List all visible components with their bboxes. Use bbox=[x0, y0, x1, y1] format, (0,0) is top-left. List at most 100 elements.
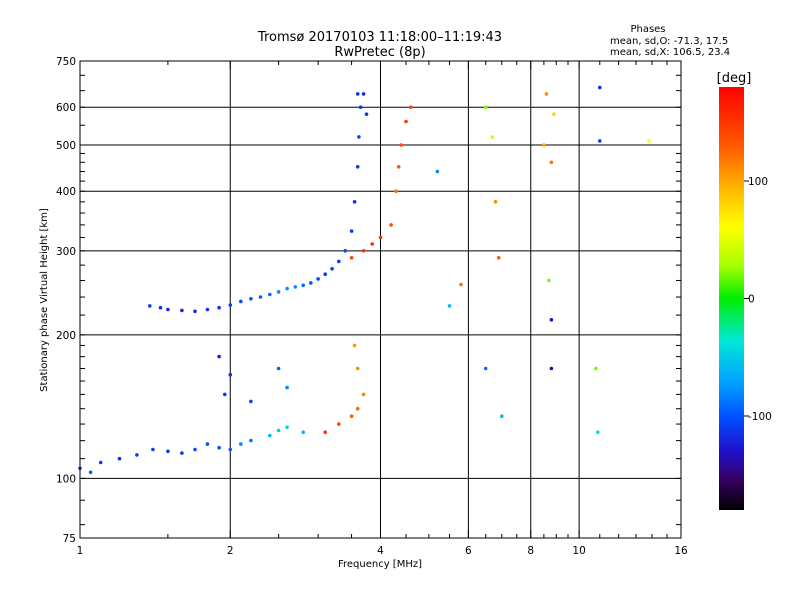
data-point bbox=[193, 447, 197, 452]
y-tick-label: 600 bbox=[56, 102, 76, 114]
data-point bbox=[268, 433, 272, 438]
data-point bbox=[594, 366, 598, 371]
data-point bbox=[180, 451, 184, 455]
data-point bbox=[598, 85, 602, 90]
data-point bbox=[148, 304, 152, 308]
data-point bbox=[447, 304, 452, 308]
x-tick-label: 8 bbox=[527, 545, 534, 557]
y-tick-label: 500 bbox=[56, 140, 76, 152]
data-point bbox=[394, 189, 399, 193]
data-point bbox=[323, 272, 328, 277]
data-point bbox=[343, 249, 348, 253]
data-point bbox=[500, 414, 504, 419]
stats-heading: Phases bbox=[630, 24, 665, 35]
chart-subtitle: RwPretec (8p) bbox=[334, 45, 425, 60]
data-point bbox=[355, 92, 360, 96]
stats-o-line: mean, sd,O: -71.3, 17.5 bbox=[610, 36, 728, 47]
data-point bbox=[285, 425, 289, 430]
data-point bbox=[316, 277, 320, 281]
data-point bbox=[166, 307, 170, 312]
data-point bbox=[330, 267, 334, 271]
data-point bbox=[552, 112, 556, 116]
data-point bbox=[217, 305, 221, 310]
data-point bbox=[166, 449, 170, 454]
data-point bbox=[647, 139, 651, 143]
y-tick-label: 75 bbox=[63, 533, 76, 545]
y-axis-label: Stationary phase Virtual Height [km] bbox=[39, 208, 50, 392]
data-point bbox=[323, 430, 328, 435]
data-point bbox=[249, 399, 253, 404]
data-point bbox=[337, 259, 341, 264]
x-tick-label: 16 bbox=[674, 545, 688, 557]
x-axis-label: Frequency [MHz] bbox=[338, 559, 422, 570]
colorbar-label: [deg] bbox=[717, 71, 752, 86]
x-tick-label: 2 bbox=[227, 545, 234, 557]
colorbar-tick-label: -100 bbox=[748, 411, 772, 423]
data-point bbox=[490, 135, 495, 139]
data-point bbox=[396, 165, 401, 169]
y-tick-label: 750 bbox=[56, 56, 76, 68]
data-point bbox=[239, 299, 243, 304]
data-point bbox=[549, 318, 554, 322]
data-point bbox=[361, 392, 366, 397]
colorbar bbox=[719, 87, 744, 510]
data-point bbox=[459, 282, 463, 287]
data-point bbox=[355, 165, 360, 169]
data-point bbox=[228, 372, 233, 377]
data-point bbox=[268, 292, 272, 297]
data-point bbox=[349, 229, 354, 233]
data-point bbox=[258, 295, 263, 299]
data-point bbox=[496, 255, 501, 260]
y-tick-label: 300 bbox=[56, 246, 76, 258]
data-point bbox=[549, 366, 554, 371]
y-tick-label: 400 bbox=[56, 186, 76, 198]
data-point bbox=[276, 366, 281, 371]
data-point bbox=[483, 366, 488, 371]
data-point bbox=[228, 447, 233, 452]
data-point bbox=[205, 442, 210, 446]
data-point bbox=[249, 297, 253, 301]
data-point bbox=[337, 422, 341, 426]
data-point bbox=[349, 255, 354, 260]
chart-title: Tromsø 20170103 11:18:00–11:19:43 bbox=[257, 30, 502, 45]
data-point bbox=[276, 290, 281, 294]
x-tick-label: 4 bbox=[377, 545, 384, 557]
data-point bbox=[361, 249, 366, 253]
data-point bbox=[409, 105, 413, 109]
data-point bbox=[285, 385, 289, 390]
data-point bbox=[357, 135, 361, 139]
data-point bbox=[217, 445, 221, 450]
data-point bbox=[493, 200, 498, 204]
x-tick-label: 10 bbox=[572, 545, 585, 557]
data-point bbox=[285, 286, 289, 291]
data-point bbox=[276, 428, 281, 433]
x-tick-label: 1 bbox=[77, 545, 84, 557]
data-point bbox=[547, 278, 551, 283]
data-point bbox=[544, 92, 549, 96]
data-point bbox=[596, 430, 600, 435]
data-point bbox=[309, 281, 313, 285]
data-point bbox=[378, 235, 383, 240]
data-point bbox=[483, 105, 488, 109]
y-tick-label: 100 bbox=[56, 473, 76, 485]
data-point bbox=[228, 303, 233, 307]
plot-frame bbox=[79, 60, 682, 539]
data-point bbox=[358, 105, 363, 109]
data-point bbox=[117, 456, 122, 461]
data-point bbox=[370, 242, 375, 246]
data-point bbox=[205, 307, 210, 312]
tick-labels: 1 2 4 6 8 10 16 75 100 200 300 400 500 600 750 bbox=[56, 56, 688, 557]
data-point bbox=[223, 392, 227, 397]
data-point bbox=[135, 453, 139, 457]
data-point bbox=[352, 343, 357, 348]
x-tick-label: 6 bbox=[465, 545, 472, 557]
data-point bbox=[399, 143, 404, 147]
data-point bbox=[542, 143, 546, 147]
data-point bbox=[151, 447, 155, 452]
data-point bbox=[158, 305, 163, 310]
data-point bbox=[361, 92, 366, 96]
colorbar-tick-label: 0 bbox=[748, 294, 755, 306]
colorbar-ticks: 100 0 -100 bbox=[744, 176, 772, 423]
data-point bbox=[249, 438, 253, 443]
